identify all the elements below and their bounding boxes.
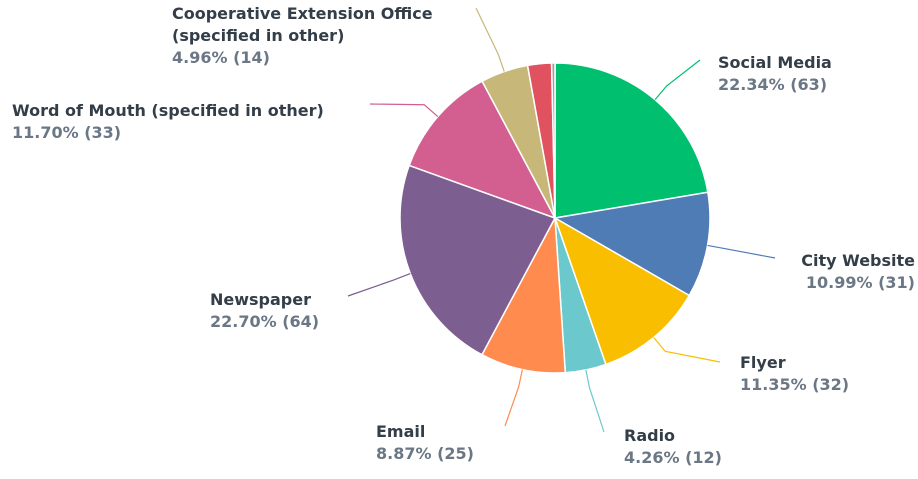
category-label: Newspaper: [210, 290, 311, 309]
pie-slice: [554, 62, 709, 219]
value-label: 8.87% (25): [376, 444, 474, 463]
leader-line: [369, 103, 439, 117]
value-label: 22.70% (64): [210, 312, 320, 331]
leader-line: [654, 59, 701, 101]
leader-line: [504, 369, 523, 427]
value-label: 4.26% (12): [624, 448, 722, 467]
slice-label: Radio 4.26% (12): [624, 425, 744, 469]
leader-line: [585, 369, 605, 433]
category-label: Cooperative Extension Office (specified …: [172, 4, 433, 45]
pie-slice: [408, 80, 557, 220]
value-label: 10.99% (31): [805, 273, 915, 292]
pie-slice: [550, 62, 556, 219]
slice-label: City Website 10.99% (31): [780, 250, 915, 294]
leader-line: [347, 273, 411, 297]
category-label: Radio: [624, 426, 676, 445]
category-label: Flyer: [740, 353, 786, 372]
pie-slice: [553, 216, 691, 366]
category-label: Social Media: [718, 53, 832, 72]
value-label: 22.34% (63): [718, 75, 828, 94]
slice-label: Cooperative Extension Office (specified …: [172, 3, 472, 69]
value-label: 4.96% (14): [172, 48, 270, 67]
slice-label: Flyer 11.35% (32): [740, 352, 890, 396]
leader-line: [653, 337, 721, 363]
slice-label: Email 8.87% (25): [376, 421, 496, 465]
slice-label: Social Media 22.34% (63): [718, 52, 918, 96]
pie-slice: [552, 191, 711, 297]
leader-line: [707, 244, 776, 259]
category-label: City Website: [801, 251, 915, 270]
value-label: 11.70% (33): [12, 123, 122, 142]
category-label: Word of Mouth (specified in other): [12, 101, 324, 120]
value-label: 11.35% (32): [740, 375, 850, 394]
category-label: Email: [376, 422, 426, 441]
slice-label: Newspaper 22.70% (64): [210, 289, 360, 333]
pie-slice: [480, 215, 567, 374]
leader-line: [475, 7, 505, 72]
pie-slice: [399, 164, 557, 356]
slice-label: Word of Mouth (specified in other) 11.70%…: [12, 100, 372, 144]
